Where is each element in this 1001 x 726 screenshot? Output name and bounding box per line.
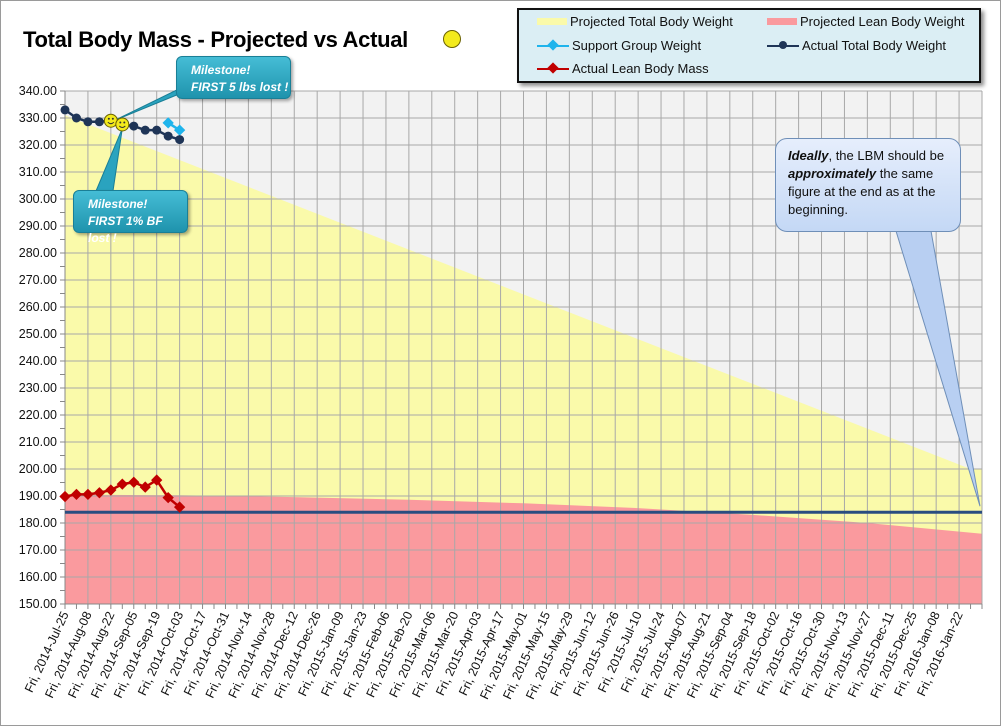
callout-line: Milestone! — [88, 197, 148, 211]
legend-label: Actual Total Body Weight — [802, 38, 947, 53]
data-point — [173, 501, 186, 513]
callout-line: FIRST 5 lbs lost ! — [191, 80, 289, 94]
data-point — [173, 124, 186, 136]
chart-title: Total Body Mass - Projected vs Actual — [23, 27, 408, 52]
note-text: , the LBM should be — [828, 148, 945, 163]
legend-label: Support Group Weight — [572, 38, 702, 53]
data-point — [60, 105, 70, 115]
y-tick-label: 260.00 — [19, 300, 57, 314]
legend-line — [537, 61, 569, 74]
note-emphasis: Ideally — [788, 148, 829, 163]
data-point — [139, 481, 151, 493]
milestone-callout-1pct-bf: Milestone! FIRST 1% BF lost ! — [73, 190, 188, 245]
y-tick-label: 300.00 — [19, 192, 57, 206]
y-tick-label: 220.00 — [19, 408, 57, 422]
smiley-marker — [115, 117, 130, 132]
data-point — [83, 117, 93, 127]
y-tick-label: 150.00 — [19, 597, 57, 611]
y-tick-label: 310.00 — [19, 165, 57, 179]
data-point — [94, 117, 104, 127]
data-point — [152, 125, 162, 135]
note-emphasis: approximately — [788, 166, 877, 181]
y-tick-label: 320.00 — [19, 138, 57, 152]
smiley-eye — [119, 121, 122, 124]
milestone-callout-5lbs: Milestone! FIRST 5 lbs lost ! — [176, 56, 291, 99]
data-point — [140, 125, 150, 135]
smiley-mouth — [107, 121, 115, 125]
y-tick-label: 280.00 — [19, 246, 57, 260]
y-tick-label: 290.00 — [19, 219, 57, 233]
y-tick-label: 240.00 — [19, 354, 57, 368]
data-point — [129, 121, 139, 131]
data-point — [151, 474, 163, 486]
legend: Projected Total Body Weight Projected Le… — [517, 8, 981, 83]
legend-label: Actual Lean Body Mass — [572, 61, 709, 76]
note-text: the same figure at the end as at the beg… — [788, 166, 936, 217]
callout-line: FIRST 1% BF lost ! — [88, 214, 163, 245]
legend-line — [537, 38, 569, 51]
y-tick-label: 340.00 — [19, 84, 57, 98]
y-tick-label: 210.00 — [19, 435, 57, 449]
legend-item-projected-lean: Projected Lean Body Weight — [767, 14, 965, 29]
legend-swatch — [767, 18, 797, 25]
data-point — [175, 135, 185, 145]
legend-item-actual-lean: Actual Lean Body Mass — [537, 61, 709, 76]
y-tick-label: 170.00 — [19, 543, 57, 557]
y-tick-label: 330.00 — [19, 111, 57, 125]
smiley-eye — [107, 117, 110, 120]
y-tick-label: 230.00 — [19, 381, 57, 395]
legend-line — [767, 40, 799, 49]
y-tick-label: 190.00 — [19, 489, 57, 503]
data-point — [163, 131, 173, 141]
legend-item-projected-total: Projected Total Body Weight — [537, 14, 733, 29]
y-tick-label: 180.00 — [19, 516, 57, 530]
y-tick-label: 270.00 — [19, 273, 57, 287]
callout-line: Milestone! — [191, 63, 251, 77]
data-point — [162, 491, 174, 504]
legend-label: Projected Lean Body Weight — [800, 14, 965, 29]
smiley-eye — [123, 121, 126, 124]
smiley-mouth — [118, 125, 126, 128]
data-point — [71, 113, 81, 123]
legend-swatch — [537, 18, 567, 25]
legend-label: Projected Total Body Weight — [570, 14, 733, 29]
smiley-eye — [111, 117, 114, 120]
y-tick-label: 200.00 — [19, 462, 57, 476]
y-tick-label: 160.00 — [19, 570, 57, 584]
lbm-note-callout: Ideally, the LBM should be approximately… — [775, 138, 961, 232]
data-point — [128, 476, 140, 488]
smiley-icon — [443, 30, 461, 48]
legend-item-support-group: Support Group Weight — [537, 38, 701, 53]
y-tick-label: 250.00 — [19, 327, 57, 341]
legend-item-actual-total: Actual Total Body Weight — [767, 38, 946, 53]
